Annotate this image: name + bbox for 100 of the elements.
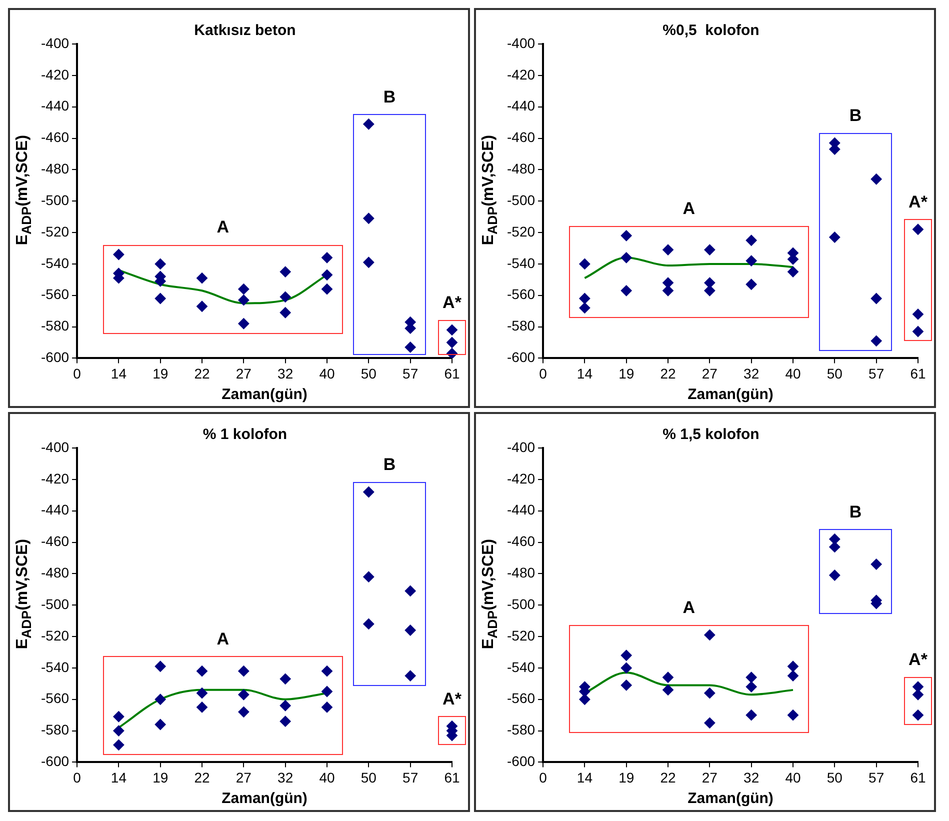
y-tick-label: -440 <box>40 98 70 114</box>
x-tick-label: 61 <box>444 769 460 786</box>
y-tick-label: -500 <box>506 596 536 612</box>
x-tick-label: 0 <box>539 365 548 382</box>
x-tick-label: 14 <box>576 365 593 382</box>
y-tick-label: -540 <box>40 658 70 675</box>
series-label: B <box>849 106 862 126</box>
x-axis-title: Zaman(gün) <box>688 790 774 808</box>
y-tick-label: -540 <box>506 254 536 271</box>
x-tick-label: 40 <box>319 365 336 382</box>
x-tick-label: 27 <box>702 365 718 382</box>
y-tick-label: -440 <box>506 98 536 114</box>
series-label: B <box>383 87 396 106</box>
x-tick-label: 14 <box>110 769 127 786</box>
series-label: B <box>383 455 396 474</box>
y-tick-label: -580 <box>40 722 70 738</box>
y-tick-label: -600 <box>40 753 70 770</box>
y-tick-label: -580 <box>506 318 536 334</box>
y-tick-label: -500 <box>40 596 70 612</box>
x-tick-label: 40 <box>785 365 802 382</box>
y-tick-label: -560 <box>40 286 70 302</box>
x-tick-label: 19 <box>152 365 168 382</box>
y-tick-label: -420 <box>40 66 70 82</box>
x-tick-label: 57 <box>868 365 884 382</box>
x-tick-label: 57 <box>868 769 884 786</box>
y-tick-label: -460 <box>40 129 70 146</box>
series-label: A* <box>908 192 928 212</box>
y-tick-label: -520 <box>40 627 70 644</box>
y-tick-label: -440 <box>506 502 536 518</box>
x-axis-title: Zaman(gün) <box>222 386 308 404</box>
x-tick-label: 32 <box>278 769 294 786</box>
x-tick-label: 19 <box>152 769 168 786</box>
y-tick-label: -520 <box>506 223 536 240</box>
y-tick-label: -560 <box>40 690 70 706</box>
x-tick-label: 14 <box>110 365 127 382</box>
x-axis-title: Zaman(gün) <box>222 790 308 808</box>
x-tick-label: 19 <box>618 769 634 786</box>
x-tick-label: 61 <box>910 769 926 786</box>
y-tick-label: -600 <box>506 753 536 770</box>
y-tick-label: -500 <box>506 192 536 208</box>
x-tick-label: 32 <box>744 365 760 382</box>
x-tick-label: 32 <box>744 769 760 786</box>
x-tick-label: 50 <box>360 365 377 382</box>
x-axis-title: Zaman(gün) <box>688 386 774 404</box>
x-tick-label: 0 <box>73 365 82 382</box>
y-tick-label: -520 <box>40 223 70 240</box>
y-tick-label: -600 <box>506 349 536 366</box>
y-tick-label: -460 <box>506 129 536 146</box>
chart-title: %0,5 kolofon <box>662 22 760 40</box>
x-tick-label: 27 <box>236 769 252 786</box>
text: A <box>216 218 229 237</box>
x-tick-label: 22 <box>194 769 210 786</box>
x-tick-label: 40 <box>319 769 336 786</box>
x-tick-label: 50 <box>826 365 843 382</box>
y-tick-label: -400 <box>40 438 70 455</box>
y-tick-label: -460 <box>40 533 70 550</box>
x-tick-label: 0 <box>73 769 82 786</box>
series-label: A* <box>908 650 928 669</box>
x-tick-label: 50 <box>826 769 843 786</box>
x-tick-label: 57 <box>402 769 418 786</box>
y-tick-label: -480 <box>506 564 536 581</box>
y-tick-label: -520 <box>506 627 536 644</box>
series-label: A* <box>442 689 462 708</box>
y-tick-label: -480 <box>40 160 70 177</box>
x-tick-label: 27 <box>702 769 718 786</box>
x-tick-label: 22 <box>660 365 676 382</box>
series-label: A <box>682 198 695 218</box>
x-tick-label: 27 <box>236 365 252 382</box>
y-tick-label: -420 <box>506 66 536 82</box>
y-tick-label: -580 <box>506 722 536 738</box>
y-tick-label: -560 <box>506 286 536 302</box>
y-tick-label: -460 <box>506 533 536 550</box>
y-tick-label: -400 <box>40 34 70 51</box>
chart-title: % 1 kolofon <box>202 426 288 444</box>
y-tick-label: -400 <box>506 34 536 51</box>
x-tick-label: 57 <box>402 365 418 382</box>
x-tick-label: 61 <box>910 365 926 382</box>
y-tick-label: -480 <box>506 160 536 177</box>
y-tick-label: -440 <box>40 502 70 518</box>
y-tick-label: -560 <box>506 690 536 706</box>
y-tick-label: -400 <box>506 438 536 455</box>
x-tick-label: 40 <box>785 769 802 786</box>
x-tick-label: 0 <box>539 769 548 786</box>
y-tick-label: -540 <box>506 658 536 675</box>
x-tick-label: 22 <box>660 769 676 786</box>
y-tick-label: -500 <box>40 192 70 208</box>
y-tick-label: -420 <box>506 470 536 486</box>
y-tick-label: -420 <box>40 470 70 486</box>
series-label: A <box>682 598 695 618</box>
y-tick-label: -600 <box>40 349 70 366</box>
y-tick-label: -540 <box>40 254 70 271</box>
x-tick-label: 22 <box>194 365 210 382</box>
series-label: A <box>216 630 229 649</box>
series-label: A* <box>442 293 462 312</box>
y-tick-label: -480 <box>40 564 70 581</box>
x-tick-label: 14 <box>576 769 593 786</box>
x-tick-label: 19 <box>618 365 634 382</box>
x-tick-label: 32 <box>278 365 294 382</box>
series-label: B <box>849 502 862 522</box>
y-tick-label: -580 <box>40 318 70 334</box>
